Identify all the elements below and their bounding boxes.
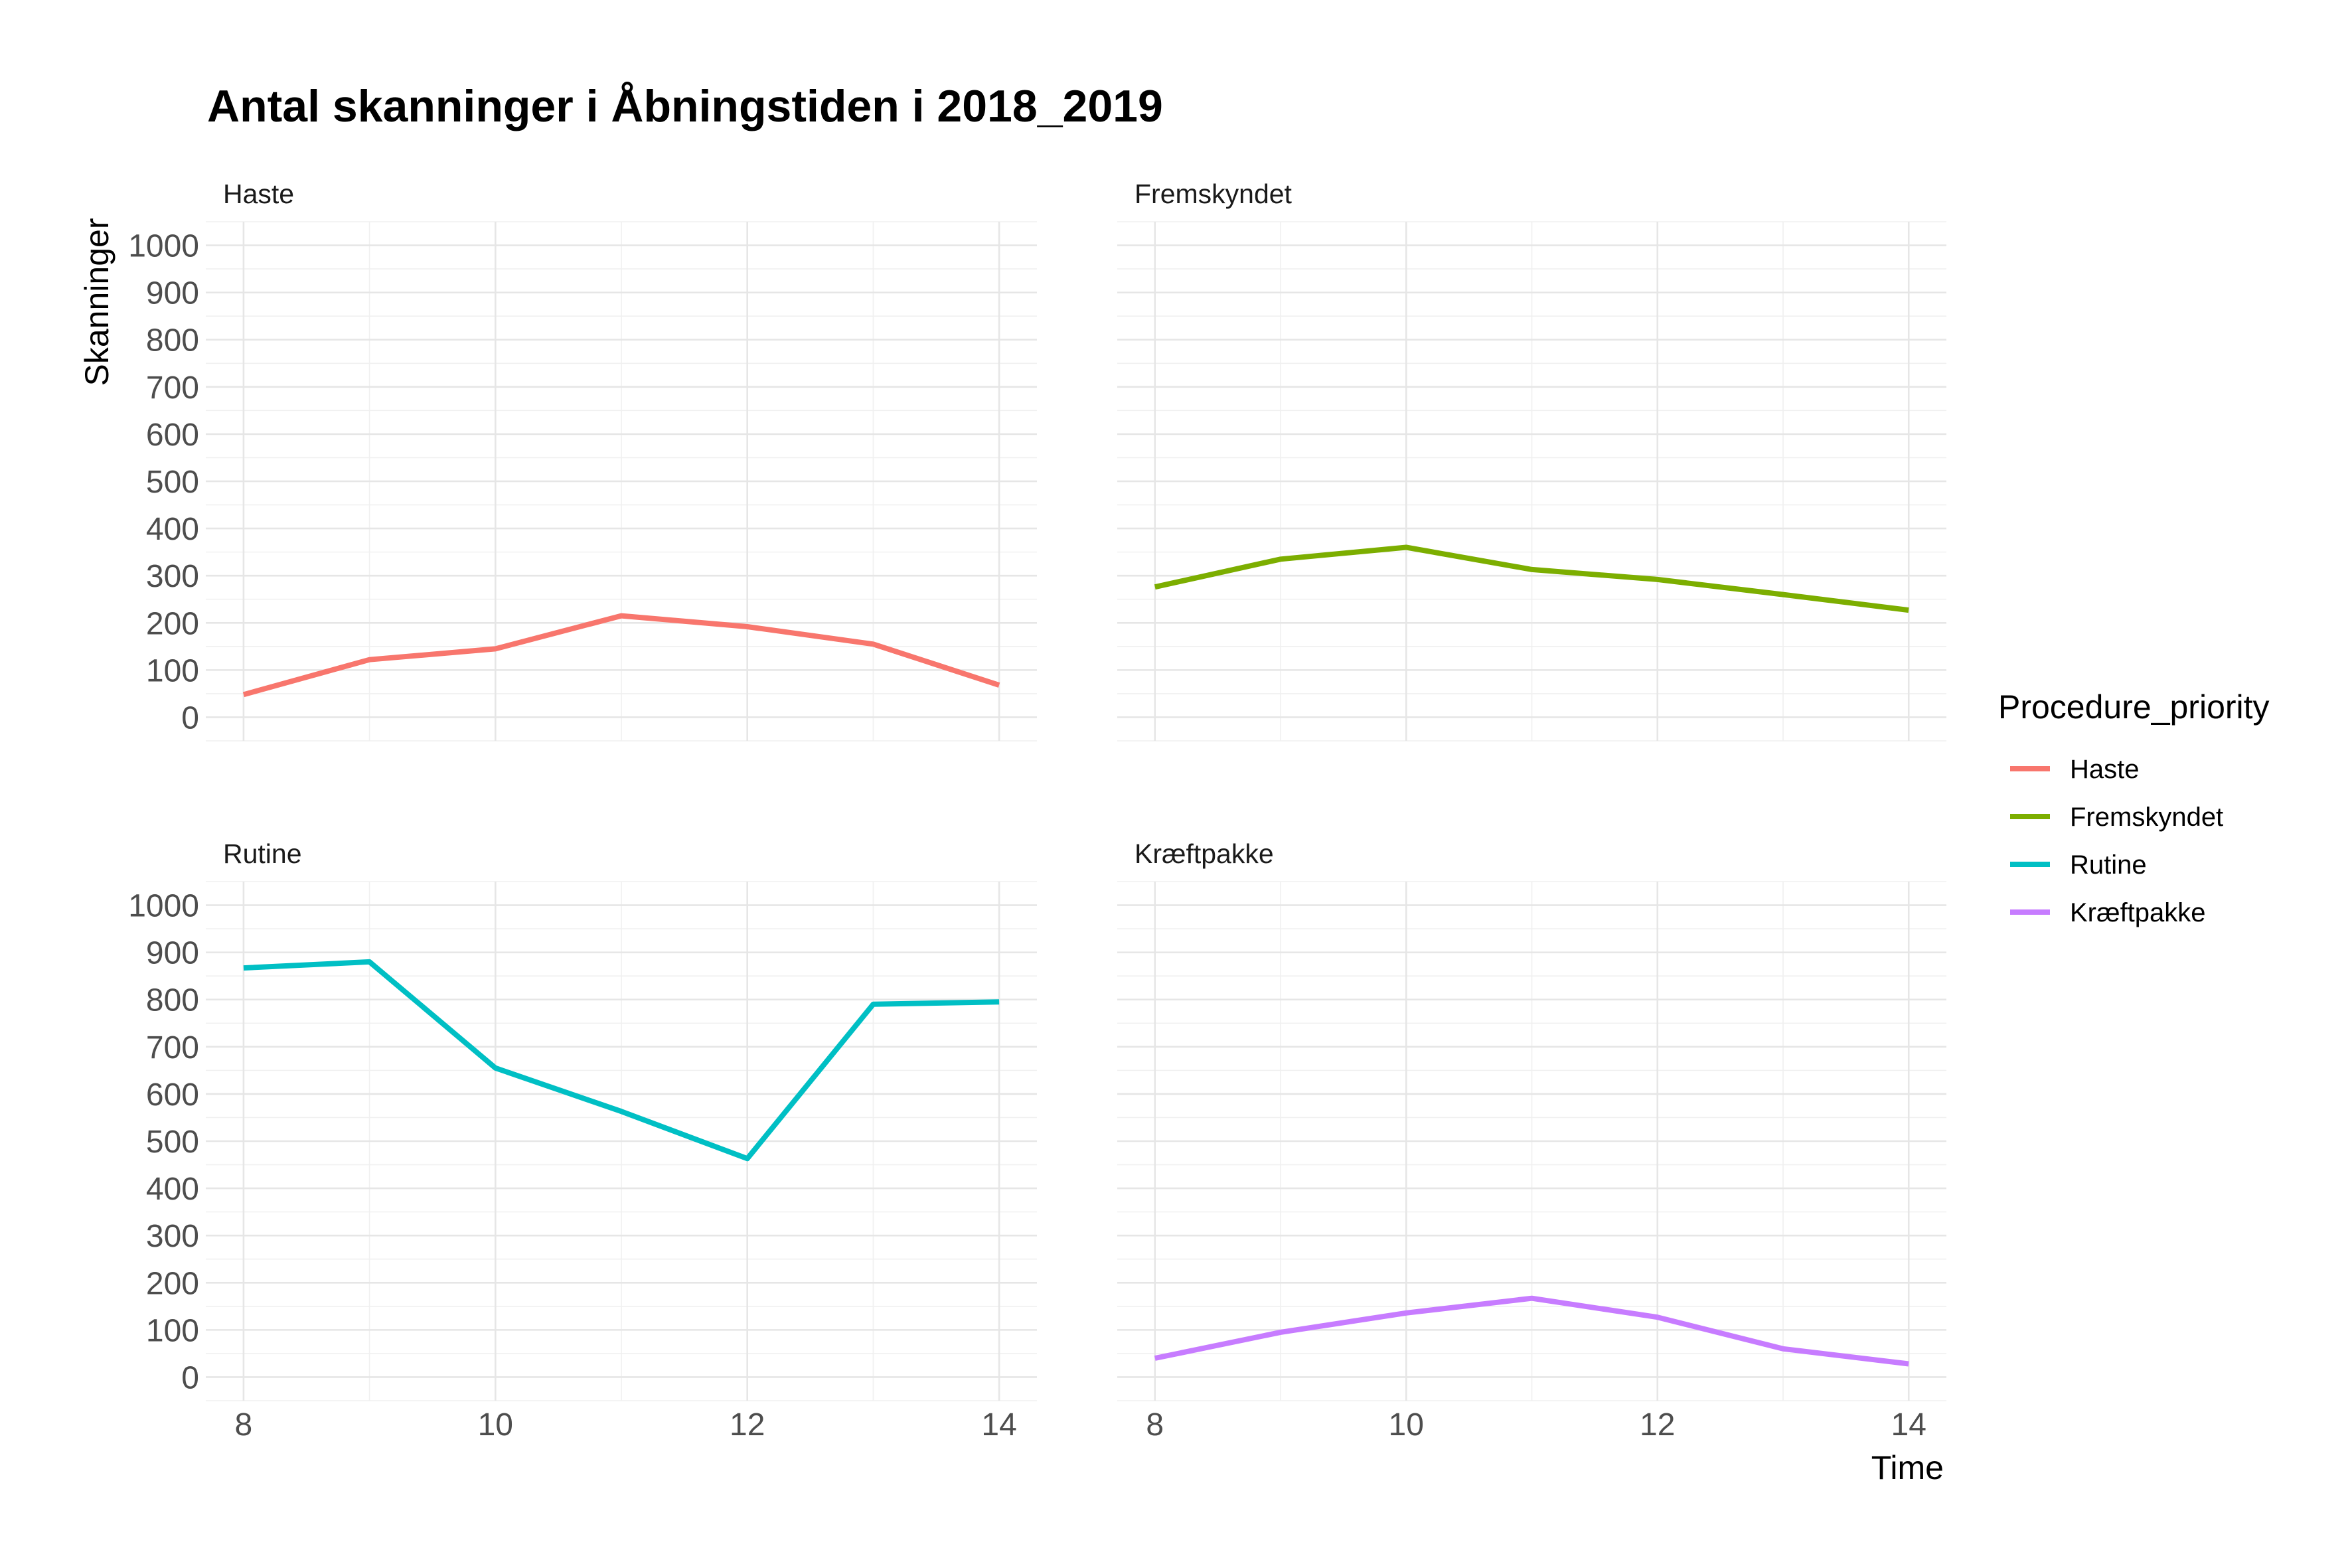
chart-title: Antal skanninger i Åbningstiden i 2018_2… [207,81,1163,131]
y-tick-label: 200 [146,1266,199,1301]
x-tick-label: 8 [235,1407,253,1443]
facet-strip-label: Fremskyndet [1135,179,1293,209]
series-line-fremskyndet [1154,544,1909,613]
y-tick-label: 700 [146,1030,199,1065]
y-tick-label: 800 [146,983,199,1018]
y-tick-label: 100 [146,653,199,688]
facet-panel: Rutine 0 100 200 300 400 500 600 700 800 900 1000 8 1… [128,838,1037,1443]
legend-label: Kræftpakke [2070,898,2206,927]
y-axis-title: Skanninger [78,218,116,386]
legend-title: Procedure_priority [1998,688,2270,726]
y-tick-label: 900 [146,936,199,971]
legend-item: Haste [2010,755,2140,784]
legend-label: Haste [2070,755,2140,784]
legend: Procedure_priority Haste Fremskyndet Rutin… [1998,688,2270,927]
x-tick-label: 12 [1640,1407,1675,1443]
y-tick-label: 200 [146,606,199,641]
y-tick-label: 0 [181,700,199,736]
x-tick-label: 10 [478,1407,513,1443]
series-line-kræftpakke [1154,1295,1909,1367]
facet-panel: Kræftpakke 8 10 12 14 [1117,838,1946,1443]
facet-panels: Haste01002003004005006007008009001000Fre… [128,179,1946,1443]
y-tick-label: 500 [146,465,199,500]
legend-item: Fremskyndet [2010,803,2223,832]
facet-strip-label: Kræftpakke [1135,838,1274,869]
facet-panel: Haste 0 100 200 300 400 500 600 700 800 900 1000 [128,179,1037,742]
y-tick-label: 300 [146,1219,199,1254]
x-tick-label: 10 [1389,1407,1424,1443]
y-tick-label: 400 [146,512,199,547]
legend-label: Fremskyndet [2070,803,2223,832]
legend-item: Rutine [2010,850,2147,880]
y-tick-label: 1000 [128,889,199,924]
y-tick-label: 900 [146,276,199,311]
y-tick-label: 700 [146,370,199,406]
x-tick-label: 14 [1891,1407,1926,1443]
y-tick-label: 100 [146,1313,199,1348]
y-tick-label: 1000 [128,229,199,264]
y-tick-label: 300 [146,559,199,594]
x-axis-title: Time [1871,1449,1944,1486]
y-tick-label: 800 [146,323,199,358]
y-tick-label: 0 [181,1360,199,1395]
legend-items: Haste Fremskyndet Rutine Kræftpakke [2010,755,2223,927]
facet-strip-label: Haste [223,179,294,209]
facet-strip-label: Rutine [223,838,302,869]
x-tick-label: 8 [1146,1407,1164,1443]
facet-panel: Fremskyndet [1117,179,1946,742]
series-line-haste [242,613,1000,698]
y-tick-label: 400 [146,1172,199,1207]
y-tick-label: 500 [146,1125,199,1160]
legend-item: Kræftpakke [2010,898,2206,927]
x-tick-label: 12 [730,1407,765,1443]
x-tick-label: 14 [981,1407,1016,1443]
y-tick-label: 600 [146,418,199,453]
y-tick-label: 600 [146,1077,199,1113]
legend-label: Rutine [2070,850,2147,880]
series-line-rutine [243,959,1000,1162]
